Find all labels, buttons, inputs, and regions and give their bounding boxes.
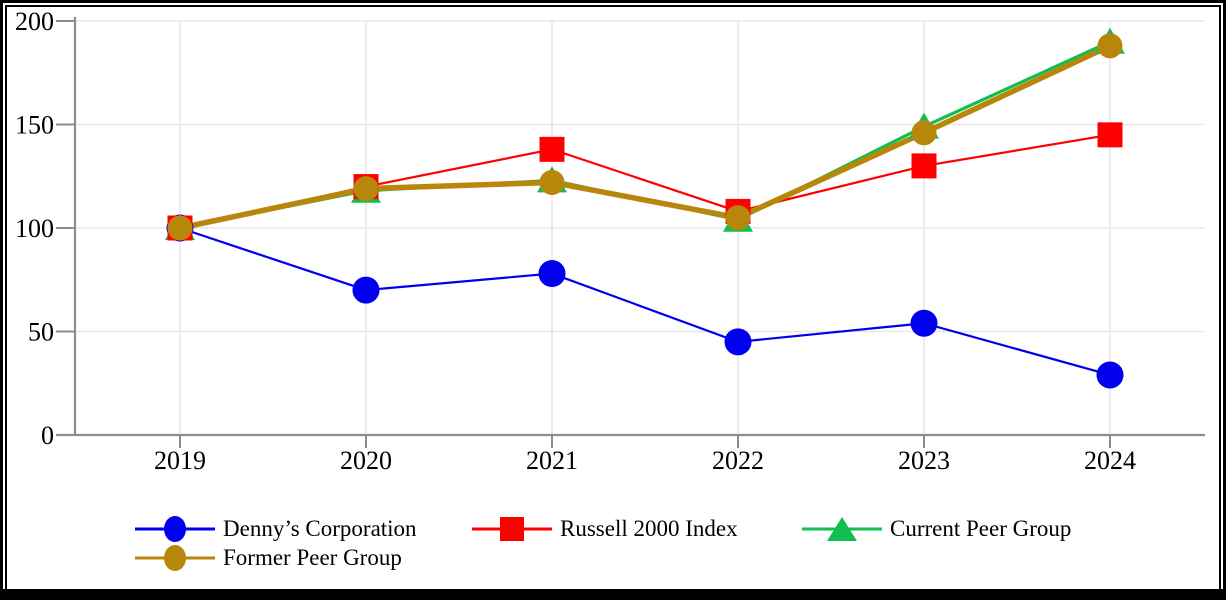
- data-point-square: [911, 153, 937, 179]
- legend-label: Denny’s Corporation: [223, 516, 417, 541]
- x-tick-label: 2024: [1084, 446, 1136, 475]
- x-tick-label: 2019: [154, 446, 206, 475]
- data-point-circle: [910, 309, 938, 337]
- legend-label: Current Peer Group: [890, 516, 1072, 541]
- legend-label: Former Peer Group: [223, 545, 402, 570]
- data-point-circle: [1096, 361, 1124, 389]
- circle-marker-icon: [135, 516, 215, 542]
- data-point-circle: [724, 328, 752, 356]
- x-tick-label: 2021: [526, 446, 578, 475]
- legend-item-denny-s-corporation: Denny’s Corporation: [135, 514, 417, 544]
- legend-item-russell-2000-index: Russell 2000 Index: [472, 514, 738, 544]
- y-tick-label: 100: [15, 214, 54, 243]
- square-marker-icon: [472, 517, 552, 541]
- data-point-circle: [352, 276, 380, 304]
- legend-label: Russell 2000 Index: [560, 516, 738, 541]
- y-tick-label: 50: [28, 318, 54, 347]
- y-tick-label: 0: [41, 421, 54, 450]
- data-point-circle: [353, 176, 379, 202]
- legend-item-current-peer-group: Current Peer Group: [802, 514, 1071, 544]
- x-tick-label: 2020: [340, 446, 392, 475]
- x-tick-label: 2023: [898, 446, 950, 475]
- legend-item-former-peer-group: Former Peer Group: [135, 543, 402, 573]
- data-point-circle: [538, 260, 566, 288]
- data-point-circle: [539, 169, 565, 195]
- data-point-circle: [911, 120, 937, 146]
- data-point-square: [1097, 122, 1123, 148]
- y-tick-label: 200: [15, 7, 54, 36]
- series-line-3: [179, 43, 1112, 231]
- y-tick-label: 150: [15, 111, 54, 140]
- data-point-square: [539, 136, 565, 162]
- data-point-circle: [725, 205, 751, 231]
- series-line-0: [179, 226, 1111, 377]
- triangle-marker-icon: [802, 517, 882, 541]
- data-point-circle: [1097, 33, 1123, 59]
- x-tick-label: 2022: [712, 446, 764, 475]
- data-point-circle: [167, 215, 193, 241]
- bottom-black-bar: [0, 589, 1226, 600]
- circle-marker-icon: [135, 545, 215, 571]
